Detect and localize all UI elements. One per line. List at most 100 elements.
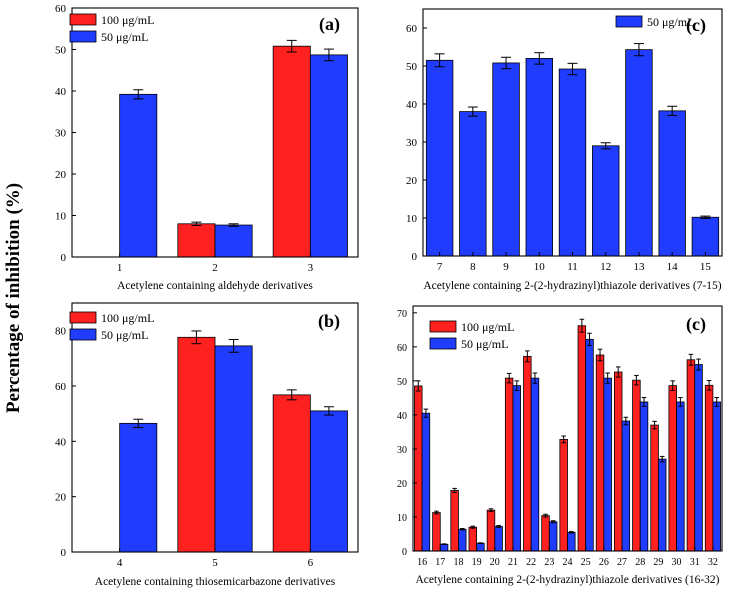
y-tick-label: 10 <box>55 211 67 223</box>
x-tick-label: 31 <box>690 557 700 568</box>
bar-blue-20 <box>494 526 503 552</box>
y-tick-label: 50 <box>406 61 418 73</box>
panel-c-lower: 0 10 20 30 40 50 60 70 16 17 18 19 20 21 22 23 24 25 26 27 2… <box>397 305 723 586</box>
bar-red-20 <box>486 509 496 552</box>
bar-red-27 <box>613 371 623 552</box>
legend-swatch-blue <box>69 30 97 43</box>
bar-blue-29 <box>657 458 667 552</box>
x-tick-label: 15 <box>700 261 712 273</box>
legend-label: 50 μg/mL <box>101 328 148 342</box>
y-tick-label: 30 <box>397 445 407 456</box>
x-tick-label: 9 <box>503 261 509 273</box>
x-tick-label: 2 <box>212 262 218 274</box>
bar-blue-16 <box>421 412 431 552</box>
y-tick-label: 20 <box>397 479 407 490</box>
bar-blue-10 <box>525 58 553 257</box>
x-tick-label: 1 <box>117 262 123 274</box>
bar-red-16 <box>414 385 423 552</box>
bar-red-31 <box>686 359 696 552</box>
bar-red-28 <box>632 379 641 552</box>
legend-swatch-red <box>429 320 457 333</box>
x-tick-label: 23 <box>544 557 554 568</box>
y-tick-label: 10 <box>397 513 407 524</box>
x-tick-label: 14 <box>667 261 679 273</box>
panel-label: (b) <box>318 311 340 332</box>
bar-blue-2 <box>214 224 253 258</box>
x-tick-label: 18 <box>453 557 463 568</box>
x-tick-label: 26 <box>599 557 609 568</box>
y-tick-label: 40 <box>406 99 418 111</box>
legend-label: 100 μg/mL <box>461 320 514 334</box>
y-tick-label: 40 <box>55 86 67 98</box>
y-tick-label: 20 <box>406 175 418 187</box>
x-tick-label: 22 <box>526 557 536 568</box>
bar-red-22 <box>523 355 532 552</box>
x-tick-label: 20 <box>490 557 500 568</box>
x-tick-label: 10 <box>534 261 546 273</box>
bar-red-25 <box>577 325 587 552</box>
bar-red-24 <box>559 438 568 552</box>
y-tick-label: 0 <box>61 547 67 559</box>
y-tick-label: 60 <box>406 23 418 35</box>
x-tick-label: 24 <box>563 557 573 568</box>
x-axis-label: Acetylene containing aldehyde derivative… <box>117 280 313 292</box>
y-tick-label: 10 <box>406 213 418 225</box>
x-tick-label: 32 <box>708 557 718 568</box>
legend-swatch-blue <box>429 337 457 350</box>
y-tick-label: 20 <box>55 492 67 504</box>
bar-blue-12 <box>592 145 620 257</box>
x-tick-label: 30 <box>672 557 682 568</box>
x-tick-label: 21 <box>508 557 518 568</box>
bar-red-18 <box>450 490 459 552</box>
bar-blue-31 <box>694 364 703 552</box>
bar-red-2 <box>177 223 216 258</box>
bar-blue-7 <box>425 59 454 257</box>
bar-blue-27 <box>621 420 631 552</box>
y-tick-label: 60 <box>397 343 407 354</box>
y-tick-label: 0 <box>412 251 418 263</box>
x-tick-label: 3 <box>308 262 314 274</box>
x-tick-label: 11 <box>567 261 578 273</box>
x-tick-label: 6 <box>308 557 314 569</box>
bar-red-23 <box>541 515 550 552</box>
x-axis-label: Acetylene containing 2-(2-hydrazinyl)thi… <box>416 574 720 586</box>
panel-a: 0 10 20 30 40 50 60 1 2 3 Acetylene containing ald… <box>55 3 359 292</box>
x-tick-label: 5 <box>212 557 218 569</box>
bar-blue-32 <box>712 401 721 552</box>
panel-label: (c) <box>686 314 706 335</box>
x-tick-label: 13 <box>633 261 645 273</box>
panel-label: (c) <box>686 15 706 36</box>
bar-blue-1 <box>119 93 158 258</box>
x-tick-label: 16 <box>417 557 427 568</box>
bar-blue-6 <box>309 410 348 553</box>
x-tick-label: 25 <box>581 557 591 568</box>
y-tick-label: 70 <box>397 309 407 320</box>
panel-b: 0 20 40 60 80 4 5 6 Acetylene containing thiosem… <box>55 302 359 588</box>
bar-blue-15 <box>691 216 720 257</box>
bar-blue-13 <box>625 49 653 257</box>
bar-red-32 <box>704 384 714 552</box>
y-tick-label: 60 <box>55 3 67 15</box>
bar-blue-11 <box>558 68 587 257</box>
bar-red-26 <box>595 354 605 552</box>
bar-blue-9 <box>492 62 520 257</box>
legend-label: 50 μg/mL <box>647 15 694 29</box>
bar-blue-24 <box>567 531 576 552</box>
y-tick-label: 30 <box>406 137 418 149</box>
bar-blue-26 <box>603 377 612 552</box>
x-axis-label: Acetylene containing 2-(2-hydrazinyl)thi… <box>423 280 721 292</box>
y-tick-label: 20 <box>55 169 67 181</box>
x-tick-label: 12 <box>600 261 611 273</box>
panel-label: (a) <box>319 14 340 35</box>
bar-red-21 <box>504 377 514 552</box>
bar-blue-17 <box>439 543 449 552</box>
bar-red-30 <box>668 385 677 552</box>
bar-red-5 <box>177 336 216 553</box>
legend-swatch-red <box>69 13 97 26</box>
y-tick-label: 0 <box>61 252 67 264</box>
x-tick-label: 7 <box>437 261 443 273</box>
legend-swatch-blue <box>69 328 97 341</box>
x-tick-label: 4 <box>117 557 123 569</box>
bar-blue-14 <box>658 110 686 257</box>
